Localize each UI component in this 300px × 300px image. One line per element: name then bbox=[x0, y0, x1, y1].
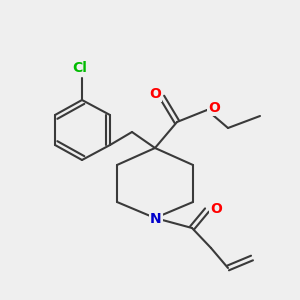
Text: O: O bbox=[210, 202, 222, 216]
Text: N: N bbox=[150, 212, 162, 226]
Text: Cl: Cl bbox=[73, 61, 87, 75]
Text: O: O bbox=[149, 87, 161, 101]
Text: O: O bbox=[208, 101, 220, 115]
